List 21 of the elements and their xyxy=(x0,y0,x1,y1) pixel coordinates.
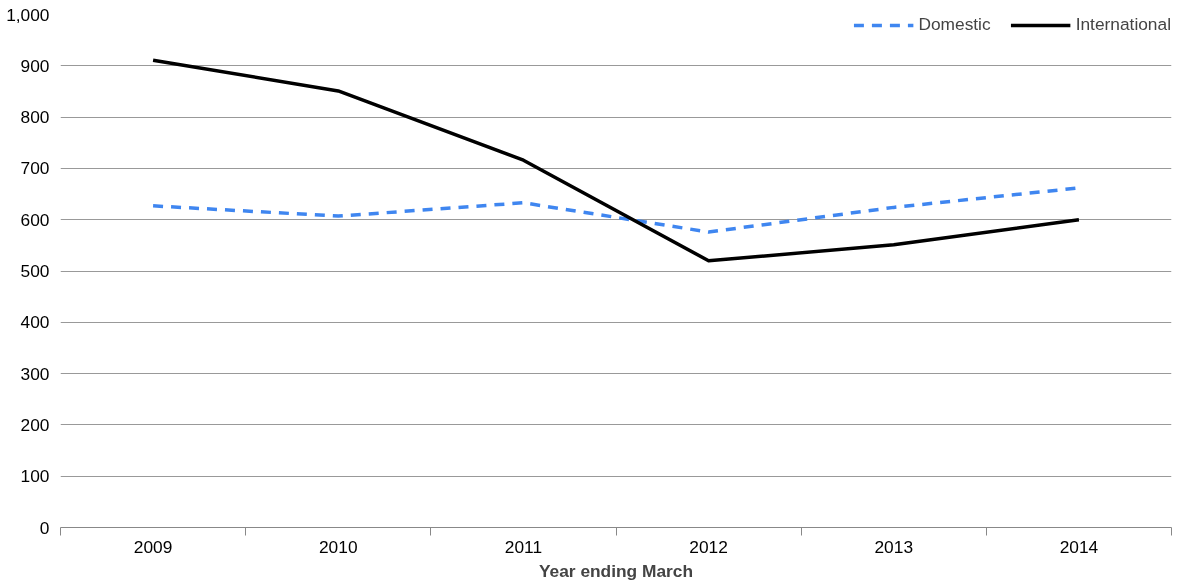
y-tick-label: 400 xyxy=(20,312,50,333)
x-axis-title: Year ending March xyxy=(538,560,694,581)
y-tick-label: 700 xyxy=(20,158,50,179)
y-tick-label: 200 xyxy=(20,414,50,435)
y-tick-label: 800 xyxy=(20,107,50,128)
y-tick-label: 100 xyxy=(20,466,50,487)
line-series xyxy=(151,58,1081,263)
x-tick-label: 2013 xyxy=(874,536,914,557)
y-tick-label: 500 xyxy=(20,261,50,281)
legend-label: Domestic xyxy=(918,14,991,35)
x-tick-label: 2014 xyxy=(1059,536,1099,557)
legend-label: International xyxy=(1075,14,1171,35)
x-tick-label: 2012 xyxy=(689,536,728,557)
y-tick-label: 900 xyxy=(20,55,50,76)
y-tick-label: 1,000 xyxy=(6,4,50,25)
y-tick-label: 0 xyxy=(39,517,50,538)
y-tick-label: 300 xyxy=(20,363,50,384)
x-tick-label: 2009 xyxy=(133,536,173,557)
y-tick-label: 600 xyxy=(20,209,50,230)
x-tick-label: 2011 xyxy=(504,536,543,557)
x-tick-label: 2010 xyxy=(318,536,358,557)
